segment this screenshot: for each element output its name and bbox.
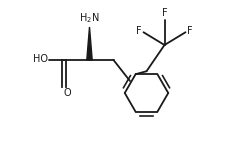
Polygon shape <box>87 27 92 60</box>
Text: F: F <box>162 8 167 18</box>
Text: F: F <box>187 26 193 36</box>
Text: HO: HO <box>33 54 48 64</box>
Text: F: F <box>136 26 142 36</box>
Text: O: O <box>64 88 71 99</box>
Text: H$_2$N: H$_2$N <box>79 11 99 25</box>
